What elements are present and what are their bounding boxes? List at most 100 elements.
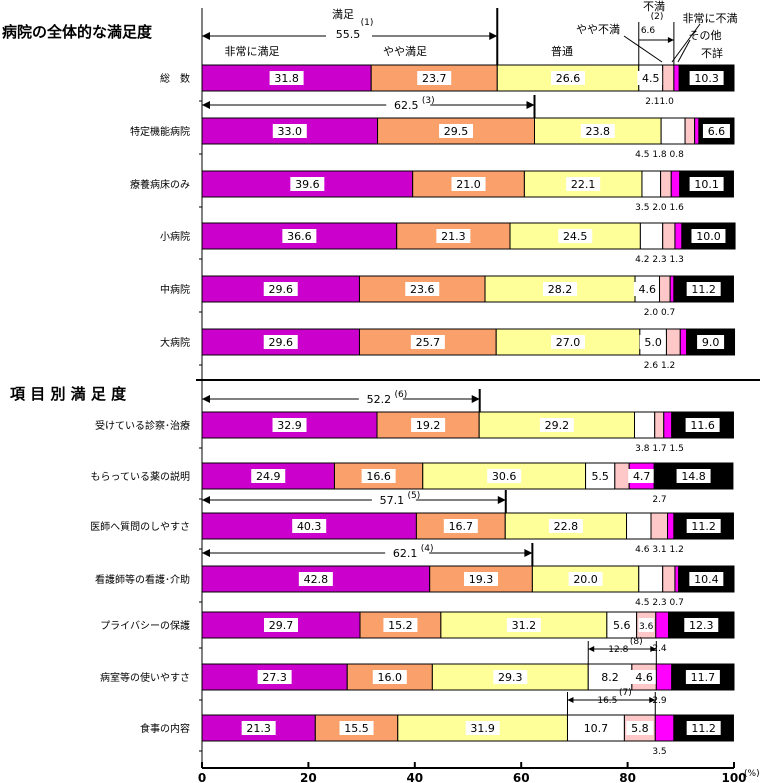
value-label-bg [702, 124, 730, 138]
bracket-arrowhead-right [649, 697, 656, 703]
row-label: 療養病床のみ [130, 178, 190, 191]
value-label: 29.6 [268, 336, 293, 349]
value-label: 26.6 [556, 72, 581, 85]
value-label-bg [506, 618, 541, 632]
bar-row: プライバシーの保護 29.7 15.2 31.2 5.6 3.6 12.3 2.4 [100, 611, 735, 654]
value-label: 32.9 [277, 419, 302, 432]
bar-segment [679, 170, 734, 198]
bracket-note: (7) [619, 688, 632, 698]
bar-segment [626, 512, 652, 540]
bar-row: 食事の内容 21.3 15.5 31.9 10.7 5.8 11.2 3.5 16.5(7) [140, 688, 734, 757]
bar-segment [663, 411, 673, 439]
value-label: 5.0 [644, 336, 662, 349]
value-label: 27.0 [556, 336, 581, 349]
row-label: 総 数 [160, 72, 190, 85]
header-hijouni-manzoku: 非常に満足 [225, 45, 280, 58]
value-label: 11.6 [690, 419, 715, 432]
value-label: 29.2 [545, 419, 570, 432]
bar-segment [684, 117, 696, 145]
value-label-bg [558, 229, 593, 243]
x-unit-label: (%) [744, 769, 760, 779]
value-label: 11.2 [691, 722, 716, 735]
bar-segment [660, 170, 672, 198]
bar-segment [429, 565, 533, 593]
bar-segment [662, 222, 676, 250]
value-label: 24.9 [256, 470, 281, 483]
value-label-bg [272, 124, 307, 138]
bracket-value: 62.1 [393, 547, 418, 560]
bar-segment [440, 611, 608, 639]
bar-segment [662, 565, 676, 593]
value-label-bg [626, 721, 654, 735]
value-label: 22.8 [554, 520, 579, 533]
value-label-bg [676, 469, 711, 483]
value-label: 23.7 [422, 72, 447, 85]
bracket-note: (5) [408, 491, 421, 501]
bar-segment [634, 411, 656, 439]
bar-segment [650, 512, 668, 540]
bracket-arrowhead-right [524, 549, 533, 557]
bracket-note: (3) [422, 96, 435, 106]
value-label-bg [551, 335, 586, 349]
bar-segment [665, 328, 681, 356]
bar-segment [659, 275, 671, 303]
bracket-label-bg [358, 392, 403, 406]
value-label-bg [638, 618, 654, 632]
bar-segment [669, 275, 675, 303]
value-label: 6.6 [708, 125, 726, 138]
value-label-bg [410, 335, 445, 349]
header-hijouni-fuman: 非常に不満 [683, 12, 738, 25]
bar-segment [667, 512, 675, 540]
value-label: 31.9 [470, 722, 495, 735]
bracket-arrowhead-left [202, 496, 210, 504]
value-label-bg [543, 282, 578, 296]
bracket-arrowhead-right [650, 646, 657, 652]
bar-row: 大病院 29.6 25.7 27.0 5.0 9.0 2.6 1.2 [160, 328, 736, 371]
value-label-bg [686, 519, 721, 533]
value-label-below: 4.2 2.3 1.3 [635, 255, 684, 265]
value-label: 5.6 [613, 619, 631, 632]
value-label-bg [292, 519, 327, 533]
value-label-below: 4.5 2.3 0.7 [635, 598, 684, 608]
value-label-bg [263, 282, 298, 296]
bar-row: 医師へ質問のしやすさ 40.3 16.7 22.8 11.2 4.6 3.1 1.2 57.… [90, 490, 734, 555]
header-fuman-arrowhead [667, 37, 674, 43]
row-label: 医師へ質問のしやすさ [90, 520, 190, 533]
value-label: 30.6 [492, 470, 517, 483]
row-label: 食事の内容 [140, 722, 190, 735]
value-label-bg [639, 335, 667, 349]
row-label: 中病院 [160, 283, 190, 296]
value-label-below: 3.5 [652, 747, 666, 757]
bar-segment [614, 462, 630, 490]
bracket-value: 52.2 [367, 393, 392, 406]
value-label-below: 4.6 3.1 1.2 [635, 545, 684, 555]
value-label-bg [493, 670, 528, 684]
value-label: 10.0 [696, 230, 721, 243]
value-label-bg [689, 572, 724, 586]
value-label-below: 2.6 1.2 [644, 361, 676, 371]
value-label: 33.0 [278, 125, 303, 138]
value-label: 21.3 [441, 230, 466, 243]
header-manzoku-arrowhead-left [202, 32, 210, 40]
x-tick-label: 40 [406, 771, 423, 783]
header-sonota-pointer [677, 39, 691, 63]
value-label-bg [269, 71, 304, 85]
section-title-items: 項 目 別 満 足 度 [10, 385, 127, 403]
value-label: 4.7 [633, 470, 651, 483]
header-sonota: その他 [689, 29, 722, 42]
value-label-bg [443, 519, 478, 533]
bar-row: 看護師等の看護･介助 42.8 19.3 20.0 10.4 4.5 2.3 0.7 62.… [95, 543, 735, 608]
value-label: 15.5 [344, 722, 369, 735]
value-label-bg [685, 670, 720, 684]
bar-row: 受けている診察･治療 32.9 19.2 29.2 11.6 3.8 1.7 1.5 52.… [95, 389, 734, 454]
bracket-label-bg [386, 98, 431, 112]
value-label-bg [263, 335, 298, 349]
value-label-bg [290, 177, 325, 191]
value-label: 4.6 [639, 283, 657, 296]
bracket-note: (6) [394, 390, 407, 400]
value-label-bg [272, 418, 307, 432]
value-label-bg [282, 229, 317, 243]
bracket-value: 12.8 [608, 645, 628, 655]
bar-segment [377, 117, 535, 145]
